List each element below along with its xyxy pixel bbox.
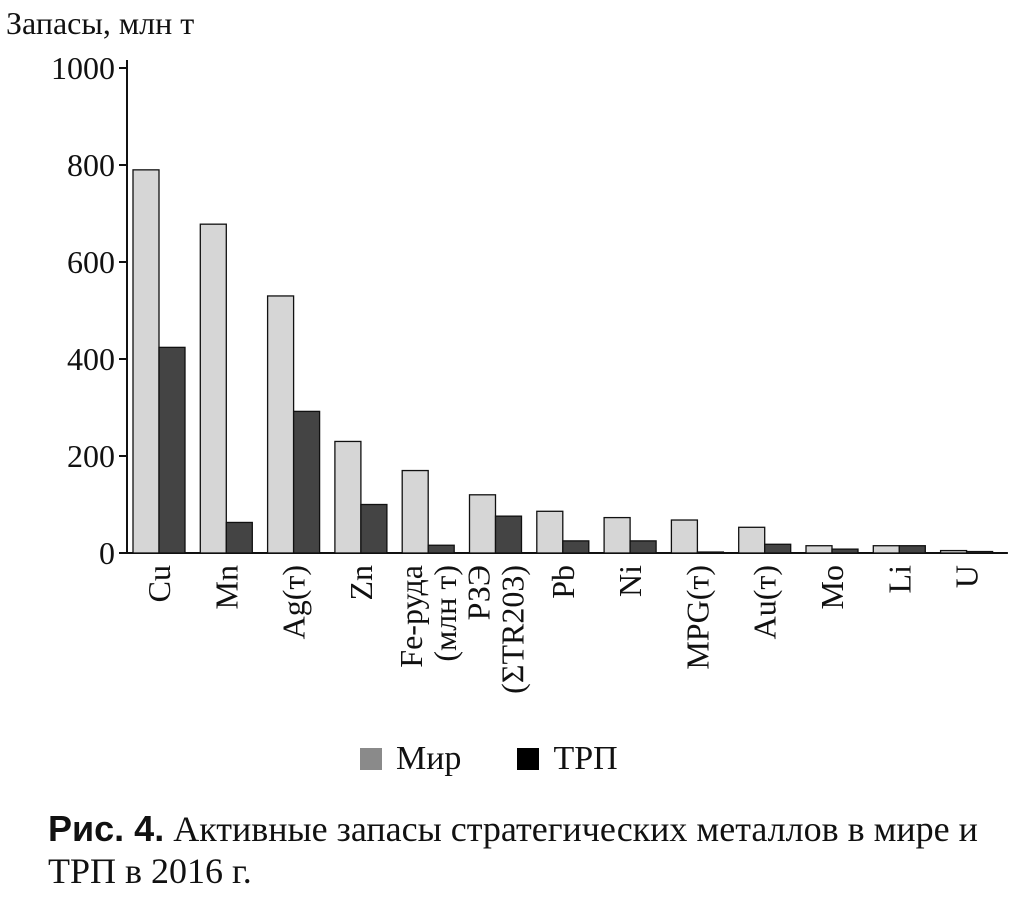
figure-caption: Рис. 4. Активные запасы стратегических м… — [48, 808, 978, 892]
x-tick-label: Fe-руда — [393, 565, 429, 668]
bar-trp — [562, 540, 590, 554]
bar-world — [670, 519, 699, 554]
bar-world — [536, 510, 564, 554]
x-tick-label: Mo — [814, 565, 850, 609]
plot-area: 0 200 400 600 800 1000 Cu Mn Ag(т) Zn Fe-руда(млн … — [51, 50, 1008, 694]
bar-chart: Запасы, млн т 0 200 400 600 800 1000 Cu Mn Ag(т)… — [6, 5, 1008, 694]
legend-label-world: Мир — [396, 740, 462, 777]
bar-world — [401, 469, 429, 554]
x-tick-label: Li — [881, 565, 917, 594]
legend-item-trp: ТРП — [517, 740, 618, 778]
bar-trp — [494, 515, 523, 554]
bar-trp — [898, 545, 926, 554]
bar-trp — [764, 543, 792, 554]
bar-world — [738, 526, 766, 554]
legend-label-trp: ТРП — [553, 740, 618, 777]
x-tick-label: РЗЭ — [461, 565, 497, 620]
y-tick-label: 1000 — [51, 50, 115, 86]
x-tick-label: Zn — [343, 565, 379, 601]
bar-world — [334, 440, 362, 554]
bar-trp — [427, 544, 455, 554]
y-tick-label: 400 — [67, 341, 115, 377]
x-tick-label: Au(т) — [747, 565, 783, 639]
bar-world — [939, 549, 968, 554]
x-tick-label: MPG(т) — [679, 565, 715, 670]
x-tick-label: Pb — [545, 565, 581, 599]
legend: Мир ТРП — [360, 740, 618, 778]
x-tick-label: Ag(т) — [276, 565, 312, 639]
x-tick-label: U — [949, 565, 985, 588]
legend-swatch-trp — [517, 748, 540, 770]
bar-world — [266, 295, 295, 554]
y-tick-label: 800 — [67, 147, 115, 183]
legend-item-world: Мир — [360, 740, 461, 778]
y-axis-label: Запасы, млн т — [6, 5, 194, 41]
x-tick-label: Cu — [141, 565, 177, 602]
caption-text: Активные запасы стратегических металлов … — [48, 809, 978, 891]
x-tick-label: Ni — [612, 565, 648, 597]
bar-world — [468, 494, 497, 554]
legend-swatch-world — [360, 748, 382, 770]
x-tick-label: (ΣTR203) — [495, 565, 531, 694]
bar-world — [603, 516, 631, 554]
y-tick-label: 200 — [67, 438, 115, 474]
bar-trp — [158, 346, 186, 554]
bar-world — [805, 545, 833, 554]
bar-world — [199, 223, 227, 554]
y-tick-label: 0 — [99, 535, 115, 571]
bar-trp — [225, 521, 253, 554]
bar-trp — [292, 410, 321, 554]
bar-world — [872, 545, 900, 554]
y-tick-label: 600 — [67, 244, 115, 280]
bar-trp — [696, 551, 725, 554]
x-tick-label: Mn — [208, 565, 244, 609]
bar-world — [132, 169, 160, 554]
caption-label: Рис. 4. — [48, 808, 165, 849]
bar-trp — [831, 548, 859, 554]
bar-trp — [629, 540, 657, 554]
bar-trp — [360, 503, 388, 554]
bar-trp — [965, 550, 994, 554]
x-tick-label: (млн т) — [427, 565, 463, 662]
